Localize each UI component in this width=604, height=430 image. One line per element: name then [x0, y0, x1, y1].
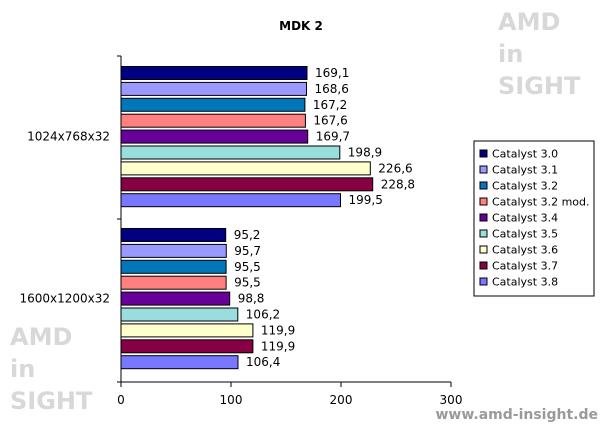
legend-swatch	[479, 229, 488, 238]
bar	[120, 243, 227, 258]
bar	[120, 145, 341, 160]
legend-swatch	[479, 277, 488, 286]
data-label: 98,8	[238, 292, 265, 306]
data-label: 169,7	[316, 130, 350, 144]
legend-swatch	[479, 245, 488, 254]
bar	[120, 193, 341, 208]
legend-label: Catalyst 3.2 mod.	[492, 196, 590, 209]
legend-swatch	[479, 149, 488, 158]
bar	[120, 355, 239, 370]
legend-swatch	[479, 181, 488, 190]
legend-swatch	[479, 197, 488, 206]
bar	[120, 291, 231, 306]
legend-swatch	[479, 165, 488, 174]
legend-label: Catalyst 3.4	[492, 212, 558, 225]
watermark-bottom-left: AMD in SIGHT	[10, 323, 93, 415]
data-label: 106,2	[246, 308, 280, 322]
bar	[120, 66, 308, 80]
x-tick-label: 100	[220, 393, 243, 407]
data-label: 228,8	[381, 177, 415, 191]
bar	[120, 307, 239, 322]
bar	[120, 323, 254, 338]
watermark-site: www.amd-insight.de	[435, 407, 598, 423]
watermark-top-right: AMD in SIGHT	[498, 8, 581, 100]
bar	[120, 113, 306, 128]
data-label: 226,6	[378, 161, 412, 175]
legend-label: Catalyst 3.2	[492, 180, 558, 193]
data-label: 169,1	[315, 66, 349, 80]
bar	[120, 259, 227, 274]
bar	[120, 177, 374, 192]
chart-title: MDK 2	[279, 19, 323, 33]
legend-box	[473, 140, 595, 297]
legend-label: Catalyst 3.1	[492, 164, 558, 177]
data-label: 95,5	[234, 260, 261, 274]
data-label: 95,5	[234, 276, 261, 290]
data-label: 199,5	[349, 193, 383, 207]
legend-label: Catalyst 3.7	[492, 260, 558, 273]
legend-swatch	[479, 261, 488, 270]
legend-label: Catalyst 3.8	[492, 276, 558, 289]
watermark-line: AMD	[498, 8, 560, 36]
data-label: 119,9	[261, 323, 295, 337]
bar	[120, 161, 371, 176]
data-label: 95,2	[234, 228, 261, 242]
data-label: 106,4	[246, 355, 280, 369]
category-label: 1600x1200x32	[19, 292, 110, 306]
bar	[120, 81, 307, 96]
data-label: 167,6	[313, 114, 347, 128]
data-label: 167,2	[313, 98, 347, 112]
legend-swatch	[479, 213, 488, 222]
watermark-line: SIGHT	[10, 387, 93, 415]
category-label: 1024x768x32	[27, 130, 110, 144]
legend: Catalyst 3.0 Catalyst 3.1 Catalyst 3.2 Cata…	[473, 140, 595, 297]
watermark-line: AMD	[10, 323, 72, 351]
data-label: 119,9	[261, 339, 295, 353]
legend-label: Catalyst 3.6	[492, 244, 558, 257]
x-tick-label: 300	[440, 393, 463, 407]
x-tick-label: 200	[330, 393, 353, 407]
watermark-line: in	[10, 355, 35, 383]
legend-label: Catalyst 3.0	[492, 148, 558, 161]
data-label: 198,9	[348, 146, 382, 160]
x-tick-label: 0	[117, 393, 125, 407]
bar	[120, 129, 309, 144]
legend-label: Catalyst 3.5	[492, 228, 558, 241]
bar	[120, 97, 306, 112]
data-label: 168,6	[315, 82, 349, 96]
watermark-line: in	[498, 40, 523, 68]
bar	[120, 339, 254, 354]
data-label: 95,7	[234, 244, 261, 258]
bar	[120, 275, 227, 290]
bar	[120, 228, 227, 242]
watermark-line: SIGHT	[498, 72, 581, 100]
